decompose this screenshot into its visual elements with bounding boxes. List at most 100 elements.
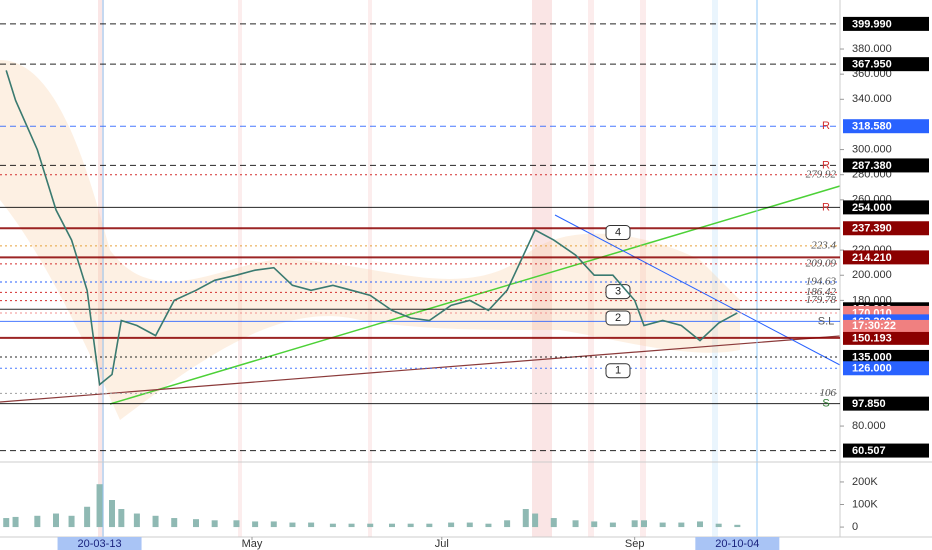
session-stripes <box>98 0 718 537</box>
volume-bar <box>308 522 315 528</box>
level-marker: R <box>822 120 830 132</box>
volume-bar <box>252 521 259 528</box>
plot-level-label: 194.63 <box>806 276 837 288</box>
y2-tick-label: 200K <box>852 476 878 488</box>
cloud-band <box>0 60 740 420</box>
callout-box <box>605 310 631 326</box>
volume-bar <box>466 522 473 528</box>
volume-bar <box>348 523 355 528</box>
volume-bar <box>697 521 703 528</box>
volume-bar <box>448 522 455 528</box>
x-highlight-label: 20-03-13 <box>78 538 122 550</box>
level-label: 126.000 <box>852 363 892 375</box>
stripe <box>532 0 552 537</box>
level-box <box>843 200 929 215</box>
y-tick-label: 340.000 <box>852 93 892 105</box>
level-box <box>843 158 929 173</box>
level-box <box>843 330 929 345</box>
level-marker: S.L <box>818 315 835 327</box>
volume-bar <box>193 519 199 528</box>
callout-label: 1 <box>615 365 621 377</box>
level-box <box>843 250 929 265</box>
stripe <box>640 0 646 537</box>
x-tick-label: Jul <box>435 538 449 550</box>
level-box <box>843 396 929 411</box>
stripe <box>98 0 104 537</box>
price-line <box>5 70 738 387</box>
x-tick-label: May <box>242 538 263 550</box>
callout-box <box>605 225 631 241</box>
plot-level-label: 223.4 <box>811 239 836 251</box>
level-label: 287.380 <box>852 160 892 172</box>
volume-bar <box>233 520 240 528</box>
x-highlight-box <box>57 537 142 550</box>
level-label: 367.950 <box>852 59 892 71</box>
volume-bar <box>118 509 125 528</box>
countdown-box <box>843 319 929 332</box>
x-tick-label: Sep <box>625 538 645 550</box>
callout-box <box>605 363 631 379</box>
callout-label: 4 <box>615 226 621 238</box>
volume-bar <box>426 523 433 528</box>
plot-level-label: 279.92 <box>806 168 837 180</box>
plot-level-label: 106 <box>820 387 837 399</box>
trend-line <box>554 214 841 366</box>
plot-level-label: 179.78 <box>806 294 837 306</box>
volume-bar <box>522 509 529 528</box>
volume-bar <box>485 523 492 528</box>
level-label: 399.990 <box>852 18 892 30</box>
level-box <box>843 443 929 458</box>
level-box <box>843 361 929 376</box>
volume-bar <box>289 522 296 528</box>
volume-bar <box>532 513 539 528</box>
level-box <box>843 16 929 31</box>
level-label: 318.580 <box>852 121 892 133</box>
level-box <box>843 349 929 364</box>
volume-bar <box>211 520 218 528</box>
level-label: 237.390 <box>852 223 892 235</box>
level-label: 97.850 <box>852 398 886 410</box>
volume-bar <box>329 523 336 528</box>
trend-line <box>0 335 841 403</box>
y2-tick-label: 100K <box>852 498 878 510</box>
volume-bar <box>550 518 557 528</box>
level-marker: R <box>822 159 830 171</box>
volume-bar <box>678 522 685 528</box>
volume-bar <box>389 523 395 528</box>
level-box <box>843 57 929 72</box>
volume-bar <box>34 515 41 528</box>
callout-label: 2 <box>615 312 621 324</box>
callout-label: 3 <box>615 285 621 297</box>
level-label: 135.000 <box>852 351 892 363</box>
volume-bar <box>572 520 579 528</box>
stripe <box>712 0 718 537</box>
level-marker: R <box>822 201 830 213</box>
volume-bar <box>659 522 666 528</box>
volume-bar <box>407 523 414 528</box>
countdown-label: 17:30:22 <box>852 320 896 332</box>
volume-bar <box>631 520 638 528</box>
volume-bar <box>641 520 647 528</box>
y2-tick-label: 0 <box>852 521 858 533</box>
x-highlight-box <box>695 537 780 550</box>
plot-level-label: 186.42 <box>806 286 837 298</box>
volume-bar <box>734 524 741 528</box>
level-marker: S <box>822 398 829 410</box>
y-tick-label: 200.000 <box>852 269 892 281</box>
volume-bar <box>84 506 91 528</box>
volume-bar <box>591 521 598 528</box>
volume-bar <box>53 513 59 528</box>
level-label: 150.193 <box>852 332 892 344</box>
y-tick-label: 80.000 <box>852 420 886 432</box>
level-box <box>843 119 929 134</box>
stripe <box>588 0 594 537</box>
volume-bar <box>504 520 511 528</box>
plot-level-label: 209.09 <box>806 257 837 269</box>
volume-bar <box>367 523 374 528</box>
trend-line <box>109 185 841 405</box>
stripe <box>368 0 372 537</box>
volume-bar <box>270 521 277 528</box>
y-tick-label: 300.000 <box>852 143 892 155</box>
